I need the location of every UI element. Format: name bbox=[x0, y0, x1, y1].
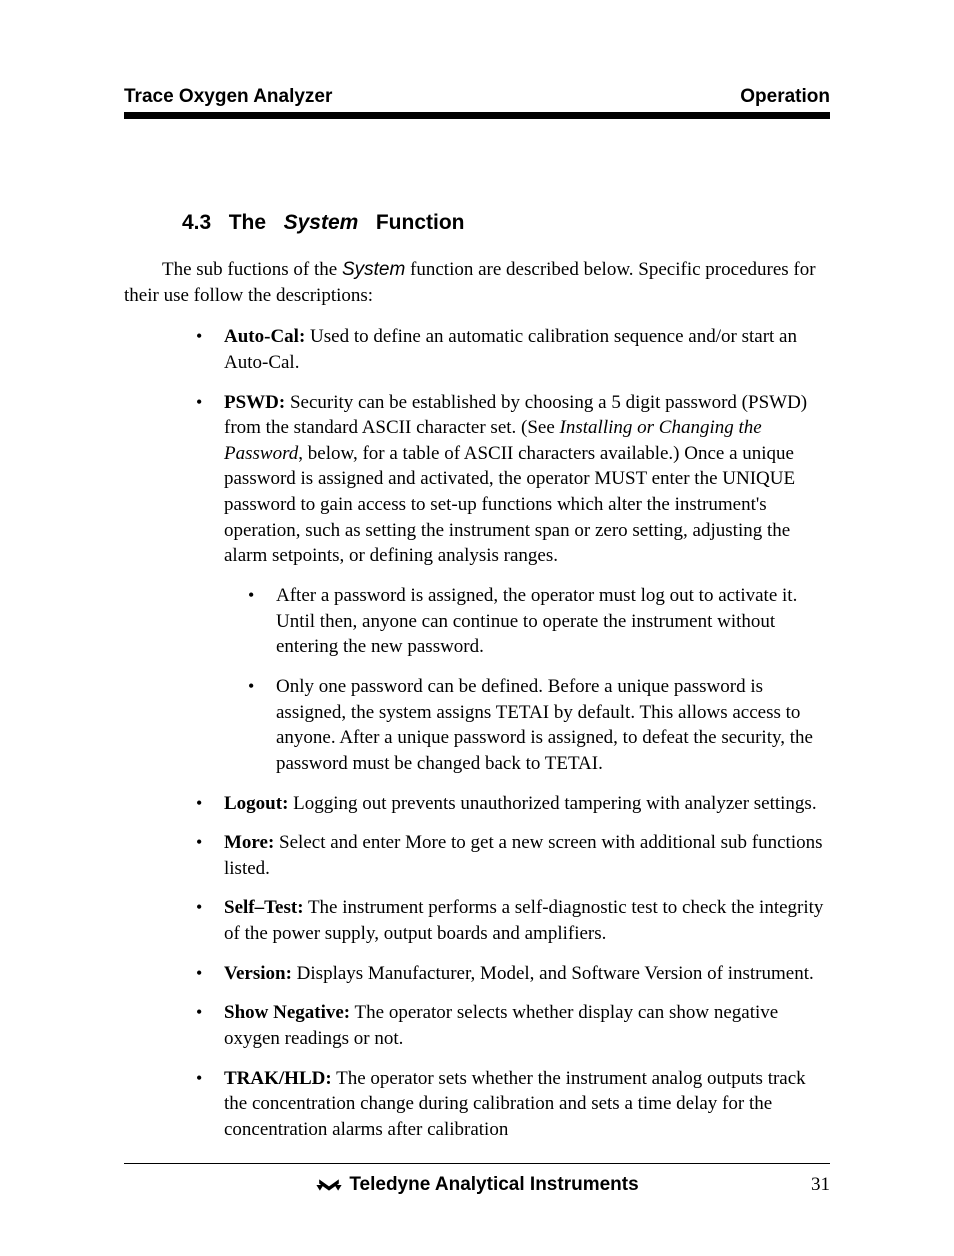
term-more: More: bbox=[224, 832, 274, 853]
teledyne-logo-icon bbox=[315, 1176, 343, 1194]
list-item-selftest: Self–Test: The instrument performs a sel… bbox=[196, 895, 830, 946]
text-logout: Logging out prevents unauthorized tamper… bbox=[288, 793, 816, 814]
term-logout: Logout: bbox=[224, 793, 288, 814]
text-selftest: The instrument performs a self-diagnosti… bbox=[224, 897, 823, 944]
list-item-more: More: Select and enter More to get a new… bbox=[196, 830, 830, 881]
list-item-autocal: Auto-Cal: Used to define an automatic ca… bbox=[196, 324, 830, 375]
list-item-showneg: Show Negative: The operator selects whet… bbox=[196, 1000, 830, 1051]
list-item-version: Version: Displays Manufacturer, Model, a… bbox=[196, 961, 830, 987]
intro-italic: System bbox=[342, 259, 405, 280]
footer-page-number: 31 bbox=[811, 1174, 830, 1196]
term-selftest: Self–Test: bbox=[224, 897, 304, 918]
header-rule bbox=[124, 112, 830, 119]
function-list: Auto-Cal: Used to define an automatic ca… bbox=[196, 324, 830, 1142]
term-pswd: PSWD: bbox=[224, 392, 285, 413]
footer: Teledyne Analytical Instruments 31 bbox=[124, 1164, 830, 1196]
term-autocal: Auto-Cal: bbox=[224, 326, 305, 347]
pswd-sub2: Only one password can be defined. Before… bbox=[248, 674, 824, 777]
text-pswd-2: , below, for a table of ASCII characters… bbox=[224, 443, 795, 567]
running-head: Trace Oxygen Analyzer Operation bbox=[124, 86, 830, 112]
term-trakhld: TRAK/HLD: bbox=[224, 1068, 332, 1089]
list-item-trakhld: TRAK/HLD: The operator sets whether the … bbox=[196, 1066, 830, 1143]
list-item-logout: Logout: Logging out prevents unauthorize… bbox=[196, 791, 830, 817]
footer-company: Teledyne Analytical Instruments bbox=[349, 1174, 638, 1196]
intro-part1: The sub fuctions of the bbox=[162, 259, 342, 280]
text-version: Displays Manufacturer, Model, and Softwa… bbox=[292, 963, 814, 984]
section-suffix: Function bbox=[376, 211, 465, 234]
header-right: Operation bbox=[740, 86, 830, 108]
intro-paragraph: The sub fuctions of the System function … bbox=[124, 257, 830, 308]
pswd-sublist: After a password is assigned, the operat… bbox=[248, 583, 824, 776]
section-heading: 4.3 The System Function bbox=[182, 211, 830, 235]
header-left: Trace Oxygen Analyzer bbox=[124, 86, 332, 108]
text-autocal: Used to define an automatic calibration … bbox=[224, 326, 797, 373]
section-italic: System bbox=[284, 211, 359, 234]
section-number: 4.3 bbox=[182, 211, 211, 234]
text-more: Select and enter More to get a new scree… bbox=[224, 832, 823, 879]
section-prefix: The bbox=[229, 211, 266, 234]
term-showneg: Show Negative: bbox=[224, 1002, 350, 1023]
term-version: Version: bbox=[224, 963, 292, 984]
footer-company-block: Teledyne Analytical Instruments bbox=[315, 1174, 638, 1196]
list-item-pswd: PSWD: Security can be established by cho… bbox=[196, 390, 830, 777]
pswd-sub1: After a password is assigned, the operat… bbox=[248, 583, 824, 660]
page: Trace Oxygen Analyzer Operation 4.3 The … bbox=[0, 0, 954, 1256]
